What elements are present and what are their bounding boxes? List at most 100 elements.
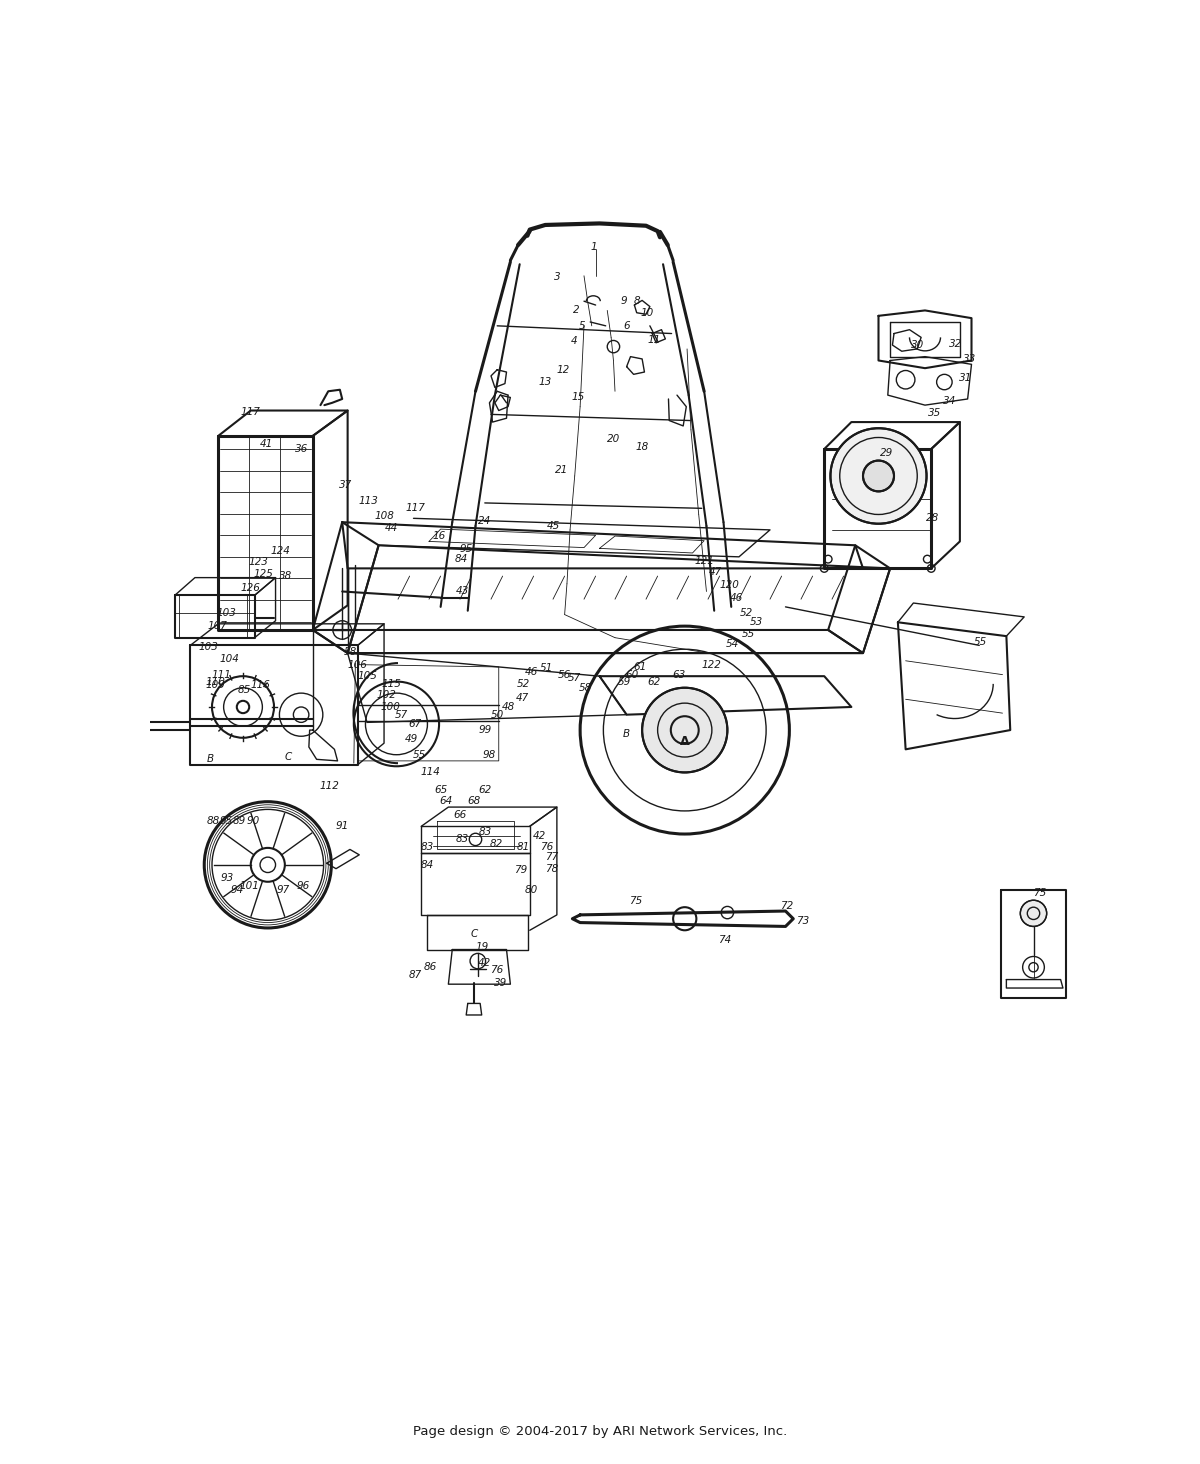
- Text: 96: 96: [296, 881, 310, 890]
- Text: Page design © 2004-2017 by ARI Network Services, Inc.: Page design © 2004-2017 by ARI Network S…: [413, 1424, 787, 1438]
- Text: 103: 103: [216, 608, 236, 618]
- Text: 110: 110: [206, 678, 226, 687]
- Text: 62: 62: [478, 785, 492, 795]
- Text: A: A: [680, 735, 690, 748]
- Text: 84: 84: [455, 555, 468, 564]
- Text: B: B: [623, 729, 630, 739]
- Text: 62: 62: [647, 678, 660, 687]
- Text: 58: 58: [578, 682, 592, 692]
- Text: 99: 99: [478, 725, 492, 735]
- Text: 75: 75: [629, 896, 642, 906]
- Text: 89: 89: [233, 815, 246, 826]
- Text: 78: 78: [545, 864, 558, 874]
- Text: 76: 76: [490, 965, 503, 975]
- Circle shape: [830, 429, 926, 524]
- Text: 38: 38: [278, 571, 293, 581]
- Text: 56: 56: [558, 669, 571, 679]
- Text: 46: 46: [524, 668, 538, 678]
- Text: 75: 75: [1033, 889, 1046, 899]
- Text: 94: 94: [230, 886, 244, 896]
- Text: 36: 36: [294, 444, 307, 454]
- Text: 4: 4: [571, 337, 577, 346]
- Text: 73: 73: [796, 916, 809, 927]
- Text: 58: 58: [343, 647, 356, 656]
- Text: 115: 115: [382, 679, 402, 690]
- Text: 113: 113: [359, 496, 378, 505]
- Text: 105: 105: [358, 671, 377, 681]
- Text: 57: 57: [395, 710, 408, 720]
- Text: 39: 39: [493, 978, 506, 988]
- Text: 54: 54: [726, 638, 739, 649]
- Text: 47: 47: [709, 567, 722, 577]
- Text: 20: 20: [607, 433, 620, 444]
- Text: 83: 83: [478, 827, 492, 837]
- Text: 116: 116: [250, 681, 270, 691]
- Text: 50: 50: [491, 710, 504, 720]
- Text: 83: 83: [456, 834, 469, 845]
- Text: 98: 98: [482, 750, 496, 760]
- Text: 95: 95: [220, 815, 233, 826]
- Text: 67: 67: [408, 719, 421, 729]
- Text: 12: 12: [557, 365, 570, 375]
- Text: 101: 101: [239, 881, 259, 890]
- Circle shape: [642, 688, 727, 773]
- Text: 6: 6: [623, 321, 630, 331]
- Text: 112: 112: [320, 780, 340, 791]
- Text: 11: 11: [647, 335, 660, 344]
- Text: 57: 57: [568, 673, 581, 682]
- Text: 29: 29: [880, 448, 893, 458]
- Circle shape: [1020, 900, 1046, 927]
- Text: 124: 124: [270, 546, 290, 556]
- Text: 5: 5: [580, 321, 586, 331]
- Text: 77: 77: [545, 852, 558, 862]
- Text: 114: 114: [421, 767, 440, 777]
- Text: 46: 46: [730, 593, 743, 603]
- Text: 55: 55: [742, 630, 755, 638]
- Text: 108: 108: [374, 511, 394, 521]
- Text: 97: 97: [277, 886, 290, 896]
- Text: 83: 83: [421, 842, 434, 852]
- Text: 65: 65: [434, 785, 448, 795]
- Text: 82: 82: [490, 839, 503, 849]
- Text: 32: 32: [949, 338, 962, 348]
- Text: 43: 43: [456, 587, 469, 596]
- Text: 88: 88: [206, 815, 220, 826]
- Text: 74: 74: [719, 934, 732, 944]
- Text: 21: 21: [554, 466, 568, 474]
- Text: 45: 45: [546, 521, 559, 531]
- Text: 44: 44: [385, 523, 398, 533]
- Text: 8: 8: [634, 296, 640, 306]
- Text: 107: 107: [208, 621, 227, 631]
- Circle shape: [863, 461, 894, 492]
- Text: 111: 111: [211, 669, 232, 679]
- Text: 61: 61: [634, 662, 647, 672]
- Text: 95: 95: [460, 545, 473, 555]
- Text: 3: 3: [553, 272, 560, 283]
- Text: 52: 52: [517, 679, 530, 690]
- Text: 81: 81: [517, 842, 530, 852]
- Text: 72: 72: [780, 900, 793, 911]
- Text: 64: 64: [439, 796, 452, 805]
- Text: 1: 1: [590, 242, 598, 252]
- Text: 35: 35: [928, 408, 941, 417]
- Text: 24: 24: [478, 515, 492, 526]
- Text: 63: 63: [672, 669, 685, 679]
- Text: 28: 28: [926, 514, 940, 523]
- Text: 85: 85: [238, 685, 251, 695]
- Text: 68: 68: [467, 796, 480, 805]
- Text: 117: 117: [406, 504, 425, 514]
- Text: 42: 42: [533, 832, 546, 842]
- Text: 37: 37: [340, 480, 353, 490]
- Text: 33: 33: [964, 354, 977, 365]
- Text: 117: 117: [241, 407, 260, 417]
- Text: 87: 87: [408, 971, 421, 979]
- Text: 15: 15: [572, 392, 586, 403]
- Text: 9: 9: [620, 296, 628, 306]
- Text: 59: 59: [618, 678, 631, 687]
- Text: 41: 41: [259, 439, 272, 448]
- Text: 120: 120: [720, 580, 739, 590]
- Text: 103: 103: [198, 641, 218, 651]
- Text: 52: 52: [740, 608, 754, 618]
- Text: 91: 91: [336, 821, 349, 832]
- Text: 76: 76: [540, 842, 553, 852]
